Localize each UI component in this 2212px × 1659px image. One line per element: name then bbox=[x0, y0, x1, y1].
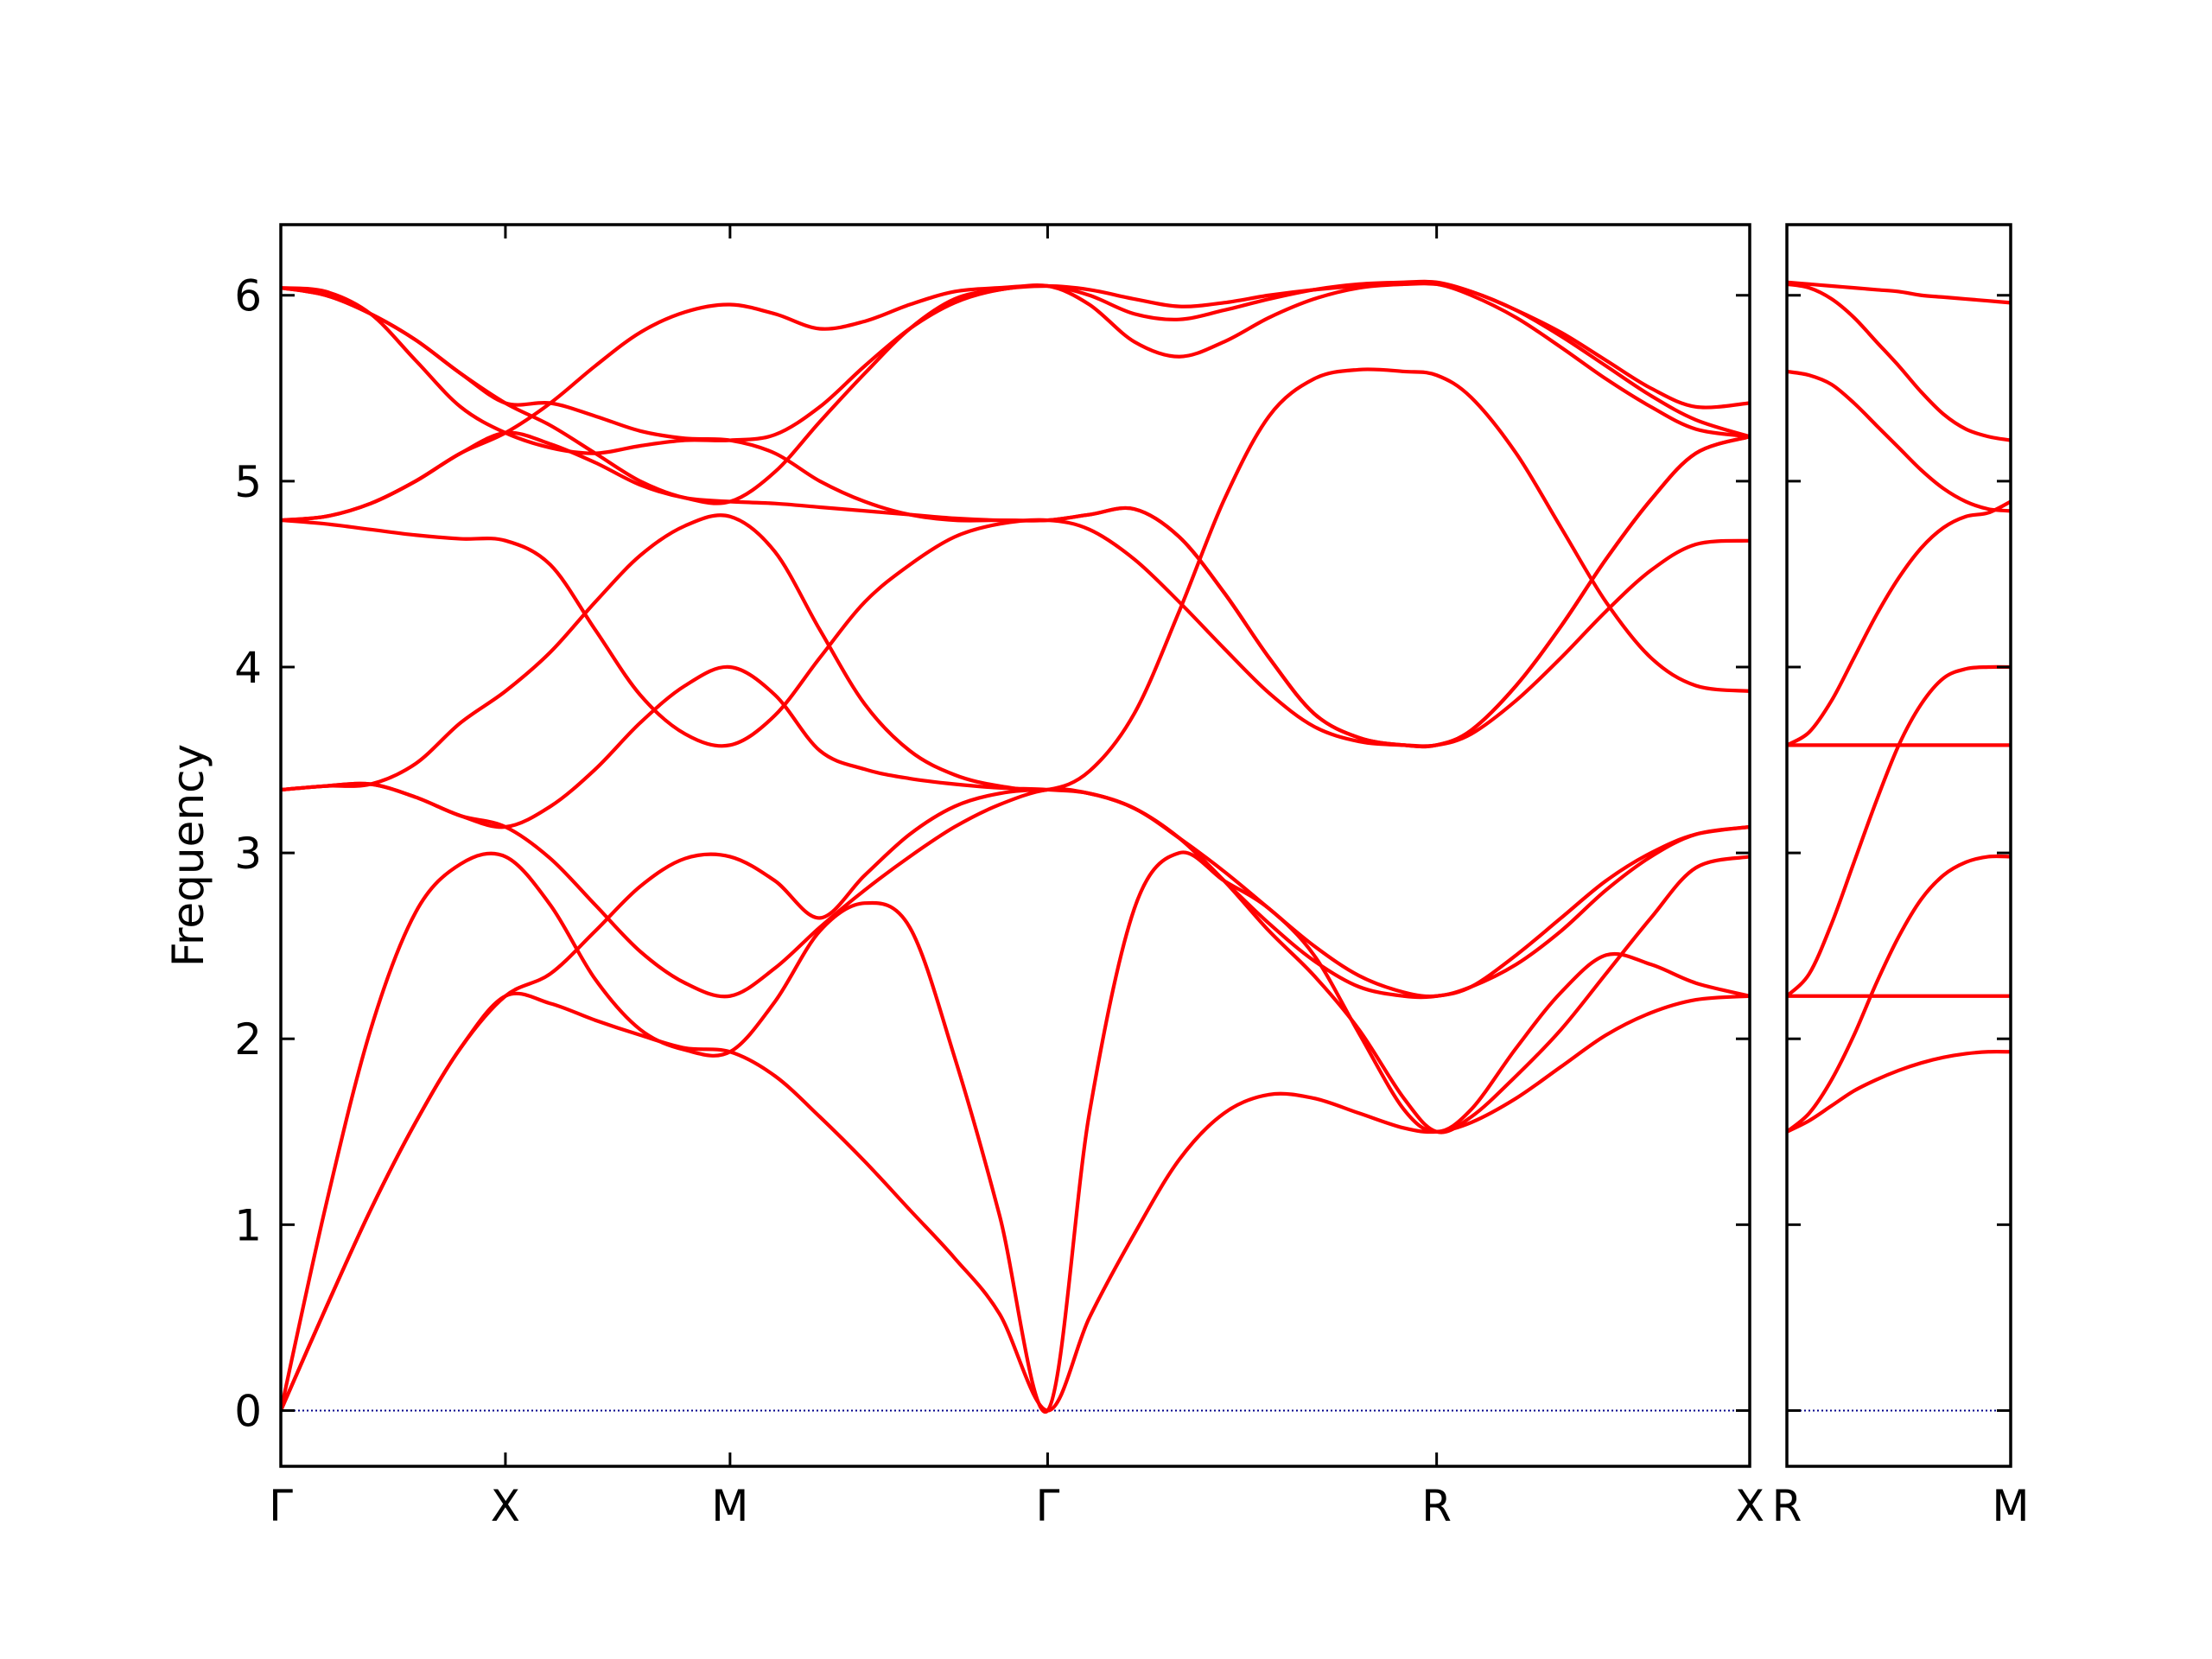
x-tick-label: X bbox=[1735, 1481, 1764, 1531]
x-tick-label: R bbox=[1421, 1481, 1452, 1531]
x-tick-label: M bbox=[711, 1481, 748, 1531]
band-line-band-8 bbox=[1787, 282, 2011, 442]
band-line-band-7 bbox=[281, 518, 1750, 748]
plot-frame bbox=[1785, 223, 2012, 1468]
band-line-band-6 bbox=[1787, 499, 2011, 747]
y-tick-label: 3 bbox=[234, 829, 262, 879]
y-axis-label: Frequency bbox=[163, 744, 213, 967]
band-line-band-10 bbox=[281, 286, 1750, 749]
band-line-band-2 bbox=[281, 850, 1750, 1414]
x-tick-label: M bbox=[1992, 1481, 2029, 1531]
y-tick-label: 6 bbox=[234, 271, 262, 321]
bands bbox=[281, 279, 1750, 1414]
band-line-band-1 bbox=[281, 991, 1750, 1413]
band-line-band-9 bbox=[1787, 280, 2011, 305]
band-line-band-8 bbox=[281, 430, 1750, 749]
plot-frame bbox=[279, 223, 1751, 1468]
band-line-band-4 bbox=[1787, 664, 2011, 998]
band-line-band-12 bbox=[281, 282, 1750, 455]
band-line-band-1 bbox=[1787, 1050, 2011, 1134]
band-line-band-7 bbox=[1787, 369, 2011, 513]
x-tick-label: Γ bbox=[1036, 1481, 1060, 1531]
y-tick-label: 5 bbox=[234, 457, 262, 507]
band-line-band-2 bbox=[1787, 854, 2011, 1134]
x-tick-label: R bbox=[1772, 1481, 1802, 1531]
y-tick-label: 2 bbox=[234, 1014, 262, 1065]
y-tick-label: 1 bbox=[234, 1200, 262, 1250]
bands bbox=[1787, 280, 2011, 1134]
panel-main: 0 1 2 3 4 5 6 Γ X M Γ R X bbox=[234, 223, 1764, 1531]
x-tick-label: Γ bbox=[269, 1481, 293, 1531]
y-tick-label: 0 bbox=[234, 1386, 262, 1436]
band-line-band-4 bbox=[281, 787, 1750, 1413]
band-line-band-6 bbox=[281, 367, 1750, 793]
x-tick-label: X bbox=[491, 1481, 520, 1531]
y-tick-label: 4 bbox=[234, 643, 262, 693]
band-line-band-3 bbox=[281, 781, 1750, 1135]
band-line-band-5 bbox=[281, 664, 1750, 999]
